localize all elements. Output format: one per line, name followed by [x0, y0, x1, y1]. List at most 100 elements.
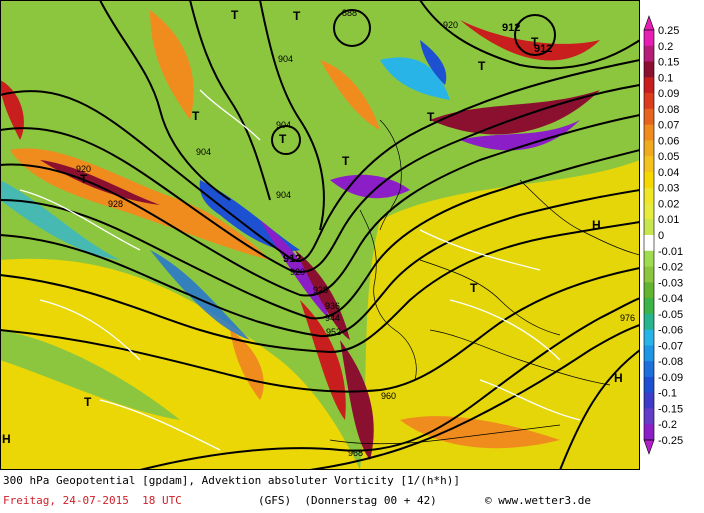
- field-patches: [0, 10, 640, 470]
- legend-swatch: [644, 30, 654, 47]
- legend-swatch: [644, 140, 654, 157]
- legend-tick-label: 0.2: [658, 41, 673, 53]
- credit-link[interactable]: © www.wetter3.de: [485, 494, 591, 507]
- low-marker: T: [470, 281, 478, 295]
- legend-swatch: [644, 266, 654, 283]
- contour-label: 904: [276, 190, 291, 200]
- contour-label: 928: [313, 285, 328, 295]
- contour-label: 912: [534, 43, 552, 55]
- model-run: (GFS) (Donnerstag 00 + 42): [258, 494, 437, 507]
- legend-tick-label: -0.2: [658, 419, 677, 431]
- pressure-symbols: T T T T T T T T T T H H H T: [2, 8, 623, 446]
- legend-tick-label: 0.06: [658, 135, 679, 147]
- legend-swatch: [644, 361, 654, 378]
- geopotential-contours: [0, 0, 640, 470]
- legend-swatch: [644, 392, 654, 409]
- contour-label: 944: [325, 313, 340, 323]
- legend-tick-label: 0.09: [658, 88, 679, 100]
- legend-swatch: [644, 313, 654, 331]
- low-marker: T: [531, 35, 539, 49]
- coastlines: [329, 119, 640, 445]
- legend-swatch: [644, 108, 654, 126]
- contour-label: 968: [348, 448, 363, 458]
- contour-label: 976: [620, 313, 635, 323]
- legend-tick-label: 0.1: [658, 72, 673, 84]
- legend-tick-label: 0.02: [658, 198, 679, 210]
- legend-tick-label: -0.25: [658, 435, 683, 447]
- legend-swatch: [644, 124, 654, 141]
- legend-tick-label: -0.03: [658, 277, 683, 289]
- legend-tick-label: 0.03: [658, 183, 679, 195]
- legend-tick-label: -0.07: [658, 340, 683, 352]
- low-marker: T: [478, 59, 486, 73]
- legend-tick-label: -0.02: [658, 262, 683, 274]
- high-marker: H: [614, 371, 623, 385]
- legend-swatch: [644, 235, 654, 252]
- legend-swatch: [644, 282, 654, 299]
- contour-label: 912: [283, 253, 301, 265]
- low-marker: T: [80, 172, 88, 186]
- contour-labels: 888 920 912 912 904 904 904 904 920 928 …: [76, 8, 635, 458]
- low-marker: T: [192, 109, 200, 123]
- legend-tick-label: -0.05: [658, 309, 683, 321]
- legend-tick-label: 0.15: [658, 57, 679, 69]
- legend-tick-label: -0.01: [658, 246, 683, 258]
- legend-tick-label: 0.08: [658, 104, 679, 116]
- legend-tick-label: -0.15: [658, 403, 683, 415]
- legend-tick-label: 0.05: [658, 151, 679, 163]
- contour-label: 960: [381, 391, 396, 401]
- low-marker: T: [293, 9, 301, 23]
- legend-arrow-top: [643, 15, 655, 31]
- legend-swatch: [644, 345, 654, 362]
- legend-swatch: [644, 219, 654, 236]
- contour-label: 912: [502, 22, 520, 34]
- legend-swatch: [644, 45, 654, 63]
- high-marker: H: [592, 218, 601, 232]
- color-legend: 0.25 0.2 0.15 0.1 0.09 0.08 0.07 0.06 0.05 0.04 0.…: [640, 0, 704, 470]
- contour-label: 920: [443, 20, 458, 30]
- contour-label: 928: [108, 199, 123, 209]
- legend-swatch: [644, 329, 654, 346]
- legend-tick-label: 0.01: [658, 214, 679, 226]
- map-border: [0, 0, 640, 470]
- legend-tick-label: 0: [658, 230, 664, 242]
- low-marker: T: [84, 395, 92, 409]
- legend-tick-label: 0.25: [658, 25, 679, 37]
- low-marker: T: [231, 8, 239, 22]
- legend-swatch: [644, 77, 654, 94]
- contour-label: 952: [326, 327, 341, 337]
- legend-swatch: [644, 424, 654, 441]
- high-marker: H: [2, 432, 11, 446]
- legend-swatch: [644, 93, 654, 110]
- legend-swatch: [644, 250, 654, 268]
- low-marker: T: [427, 110, 435, 124]
- contour-label: 936: [325, 301, 340, 311]
- legend-canvas: 0.25 0.2 0.15 0.1 0.09 0.08 0.07 0.06 0.05 0.04 0.…: [643, 15, 683, 455]
- legend-tick-label: -0.04: [658, 293, 683, 305]
- footer: 300 hPa Geopotential [gpdam], Advektion …: [0, 472, 704, 513]
- legend-swatch: [644, 61, 654, 78]
- contour-label: 904: [278, 54, 293, 64]
- legend-tick-label: -0.1: [658, 388, 677, 400]
- legend-swatch: [644, 187, 654, 204]
- map-canvas: 888 920 912 912 904 904 904 904 920 928 …: [0, 0, 640, 470]
- contour-label: 904: [276, 120, 291, 130]
- contour-label: 920: [290, 267, 305, 277]
- weather-map: 888 920 912 912 904 904 904 904 920 928 …: [0, 0, 640, 470]
- contour-label: 888: [342, 8, 357, 18]
- low-marker: T: [342, 154, 350, 168]
- zero-lines: [19, 89, 581, 451]
- legend-swatch: [644, 376, 654, 394]
- contour-label: 904: [196, 147, 211, 157]
- legend-swatch: [644, 171, 654, 189]
- valid-date: Freitag, 24-07-2015 18 UTC: [3, 494, 182, 507]
- legend-swatch: [644, 203, 654, 220]
- legend-tick-label: -0.09: [658, 372, 683, 384]
- legend-tick-label: 0.07: [658, 120, 679, 132]
- legend-tick-label: -0.06: [658, 325, 683, 337]
- legend-swatch: [644, 408, 654, 425]
- legend-tick-label: 0.04: [658, 167, 679, 179]
- chart-title: 300 hPa Geopotential [gpdam], Advektion …: [3, 474, 460, 487]
- legend-swatch: [644, 298, 654, 315]
- legend-swatch: [644, 156, 654, 173]
